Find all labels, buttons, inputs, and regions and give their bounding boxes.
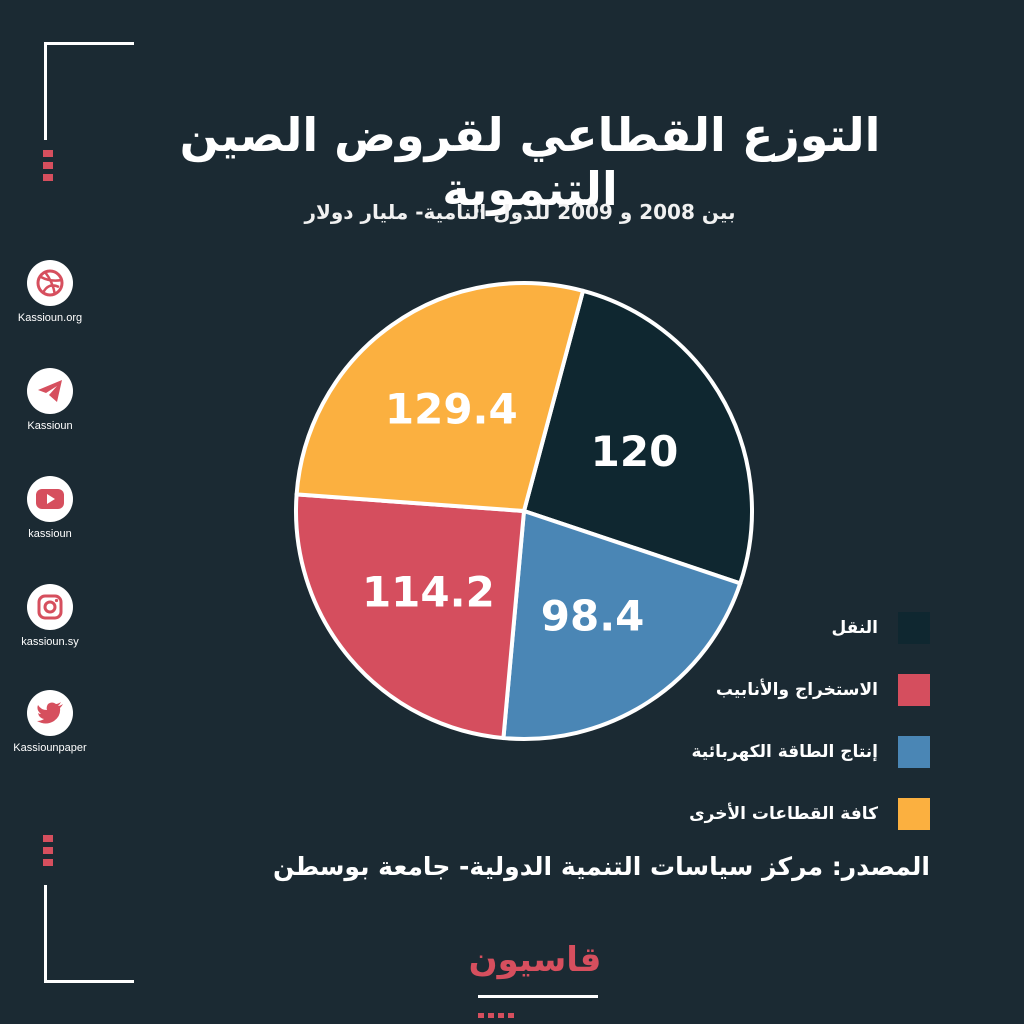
social-twitter[interactable]: Kassiounpaper: [0, 690, 100, 754]
brand-logo: قاسيون: [468, 940, 602, 980]
social-caption: kassioun.sy: [21, 636, 79, 648]
frame-bottom-left-horizontal: [44, 980, 134, 983]
brand-underline: [478, 995, 598, 998]
dribbble-icon: [27, 260, 73, 306]
social-caption: kassioun: [28, 528, 72, 540]
instagram-icon: [27, 584, 73, 630]
frame-top-left-horizontal: [44, 42, 134, 45]
legend-item: كافة القطاعات الأخرى: [510, 798, 930, 830]
legend-item: الاستخراج والأنابيب: [510, 674, 930, 706]
legend-item: إنتاج الطاقة الكهربائية: [510, 736, 930, 768]
pie-slice: [294, 492, 526, 741]
twitter-icon: [27, 690, 73, 736]
brand-dots: [478, 1003, 518, 1022]
frame-bottom-left-vertical: [44, 885, 47, 983]
legend-label: النقل: [831, 618, 878, 638]
pie-slice: [522, 288, 754, 586]
pie-slice-label: 98.4: [541, 591, 645, 640]
chart-legend: النقل الاستخراج والأنابيب إنتاج الطاقة ا…: [510, 612, 930, 860]
pie-slice: [501, 509, 743, 741]
legend-swatch: [898, 612, 930, 644]
pie-slice: [294, 281, 586, 513]
legend-swatch: [898, 674, 930, 706]
frame-bottom-dots: [43, 835, 53, 871]
social-dribbble[interactable]: Kassioun.org: [0, 260, 100, 324]
legend-label: كافة القطاعات الأخرى: [689, 804, 878, 824]
pie-slice-label: 129.4: [385, 384, 518, 433]
legend-swatch: [898, 798, 930, 830]
legend-label: الاستخراج والأنابيب: [715, 680, 878, 700]
social-instagram[interactable]: kassioun.sy: [0, 584, 100, 648]
legend-item: النقل: [510, 612, 930, 644]
chart-subtitle: بين 2008 و 2009 للدول النامية- مليار دول…: [304, 200, 736, 224]
source-note: المصدر: مركز سياسات التنمية الدولية- جام…: [272, 852, 930, 881]
social-telegram[interactable]: Kassioun: [0, 368, 100, 432]
chart-title: التوزع القطاعي لقروض الصين التنموية: [179, 108, 881, 216]
youtube-icon: [27, 476, 73, 522]
social-caption: Kassioun.org: [17, 312, 83, 324]
pie-slice-label: 114.2: [362, 568, 495, 617]
frame-top-left-vertical: [44, 42, 47, 140]
social-caption: Kassiounpaper: [13, 742, 87, 754]
social-youtube[interactable]: kassioun: [0, 476, 100, 540]
telegram-icon: [27, 368, 73, 414]
social-caption: Kassioun: [27, 420, 73, 432]
pie-slice-label: 120: [591, 427, 679, 476]
legend-label: إنتاج الطاقة الكهربائية: [691, 742, 878, 762]
legend-swatch: [898, 736, 930, 768]
frame-top-dots: [43, 150, 53, 186]
